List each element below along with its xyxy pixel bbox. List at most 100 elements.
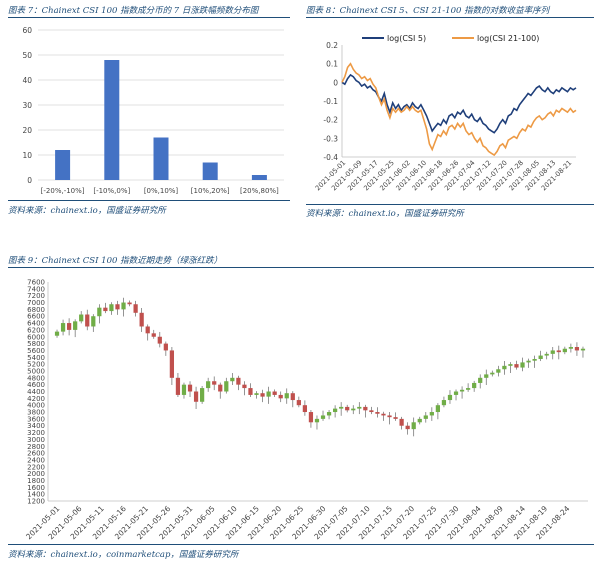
fig9-candle-up xyxy=(314,418,320,423)
fig9-candle-down xyxy=(393,417,398,419)
fig9-ytick-label: 2800 xyxy=(27,443,45,451)
fig9-ytick-label: 1400 xyxy=(27,491,45,499)
fig7-xtick-label: [-20%,-10%] xyxy=(41,187,85,195)
fig9-candle-down xyxy=(169,350,175,378)
fig9-ytick-label: 4800 xyxy=(27,374,45,382)
fig9-ytick-label: 1200 xyxy=(27,498,45,506)
fig9-candle-down xyxy=(66,323,72,330)
fig9-candle-up xyxy=(230,377,235,382)
fig7-xtick-label: [10%,20%] xyxy=(191,187,230,195)
fig9-candle-up xyxy=(562,348,567,353)
fig9-candle-up xyxy=(550,350,555,354)
fig7-bar xyxy=(55,150,71,180)
fig9-candle-down xyxy=(381,413,386,416)
fig9-candle-down xyxy=(278,394,283,399)
fig9-ytick-label: 4000 xyxy=(27,402,45,410)
fig8-legend-label: log(CSI 5) xyxy=(387,34,426,43)
fig9-candle-up xyxy=(54,331,60,336)
fig9-candle-up xyxy=(254,393,259,395)
fig7-xtick-label: [-10%,0%] xyxy=(93,187,130,195)
fig9-candle-up xyxy=(490,372,495,375)
fig9-ytick-label: 6800 xyxy=(27,306,45,314)
fig9-ytick-label: 6000 xyxy=(27,333,45,341)
fig9-ytick-label: 5600 xyxy=(27,347,45,355)
fig9-ytick-label: 5400 xyxy=(27,354,45,362)
fig9-ytick-label: 2000 xyxy=(27,470,45,478)
fig7-bar xyxy=(251,175,267,180)
fig9-ytick-label: 5000 xyxy=(27,367,45,375)
fig9-candle-up xyxy=(351,408,356,411)
fig9-candle-up xyxy=(423,415,428,419)
fig9-candle-up xyxy=(284,393,289,399)
fig8-series-line xyxy=(341,62,577,157)
fig9-candle-down xyxy=(163,343,168,351)
fig9-candle-up xyxy=(206,381,211,389)
fig9-ytick-label: 2200 xyxy=(27,463,45,471)
fig7-source-rule xyxy=(8,200,290,201)
fig9-ytick-label: 4400 xyxy=(27,388,45,396)
fig9-candlestick-chart: 1200140016001800200022002400260028003000… xyxy=(24,279,588,541)
fig8-legend-label: log(CSI 21-100) xyxy=(477,34,539,43)
fig7-xtick-label: [20%,80%] xyxy=(240,187,279,195)
fig7-ytick-label: 20 xyxy=(22,126,32,135)
fig9-ytick-label: 6400 xyxy=(27,320,45,328)
fig9-candle-up xyxy=(502,365,507,370)
fig9-candle-up xyxy=(73,321,78,330)
fig9-candle-up xyxy=(580,348,586,351)
fig9-candle-down xyxy=(133,304,138,313)
fig9-candle-down xyxy=(574,347,580,351)
fig9-candle-down xyxy=(212,381,217,385)
fig9-candle-up xyxy=(472,382,477,389)
fig7-ytick-label: 50 xyxy=(22,51,32,60)
fig7-caption-rule xyxy=(8,17,290,18)
fig9-caption-rule xyxy=(8,267,594,268)
fig9-candle-up xyxy=(465,388,471,390)
fig9-candle-down xyxy=(272,391,277,395)
fig9-candle-up xyxy=(429,412,434,416)
fig9-candle-down xyxy=(556,350,561,353)
fig9-candle-up xyxy=(544,353,549,356)
fig9-ytick-label: 1600 xyxy=(27,484,45,492)
fig9-candle-up xyxy=(453,391,459,395)
fig7-ytick-label: 40 xyxy=(22,76,32,85)
fig9-ytick-label: 6200 xyxy=(27,326,45,334)
fig7-caption: 图表 7：Chainext CSI 100 指数成分币的 7 日涨跌幅频数分布图 xyxy=(8,6,259,16)
fig8-caption-rule xyxy=(306,17,594,18)
fig9-candle-down xyxy=(139,312,144,327)
fig9-candle-down xyxy=(151,333,156,337)
fig9-candle-up xyxy=(508,364,513,366)
fig9-candle-up xyxy=(447,394,453,401)
fig9-candle-down xyxy=(187,384,193,392)
fig9-candle-up xyxy=(532,358,537,361)
fig9-candle-down xyxy=(145,326,150,334)
fig9-candle-up xyxy=(526,360,531,363)
fig8-ytick-label: 0 xyxy=(333,78,338,87)
fig9-candle-up xyxy=(326,412,332,416)
fig9-candle-down xyxy=(405,425,410,430)
fig9-ytick-label: 7600 xyxy=(27,279,45,287)
fig8-ytick-label: -0.3 xyxy=(323,134,338,143)
fig9-candle-up xyxy=(411,422,416,430)
fig9-ytick-label: 3000 xyxy=(27,436,45,444)
fig9-candle-up xyxy=(568,347,574,349)
fig9-candle-down xyxy=(387,415,392,418)
fig9-candle-down xyxy=(345,406,350,411)
fig9-candle-down xyxy=(115,304,120,310)
fig9-candle-down xyxy=(127,302,132,305)
fig9-candle-up xyxy=(181,384,187,395)
fig7-ytick-label: 0 xyxy=(27,176,32,185)
fig8-series-line xyxy=(341,73,577,134)
fig9-candle-up xyxy=(320,415,326,419)
fig9-ytick-label: 3600 xyxy=(27,415,45,423)
fig9-ytick-label: 5200 xyxy=(27,361,45,369)
fig9-candle-down xyxy=(290,393,295,401)
fig9-candle-up xyxy=(332,408,338,413)
fig9-candle-down xyxy=(399,418,404,426)
fig9-candle-down xyxy=(514,364,519,368)
fig9-ytick-label: 4200 xyxy=(27,395,45,403)
fig9-ytick-label: 7200 xyxy=(27,292,45,300)
fig9-candle-up xyxy=(484,374,489,378)
fig7-xtick-label: [0%,10%] xyxy=(144,187,179,195)
fig9-ytick-label: 4600 xyxy=(27,381,45,389)
fig9-candle-down xyxy=(302,405,308,413)
